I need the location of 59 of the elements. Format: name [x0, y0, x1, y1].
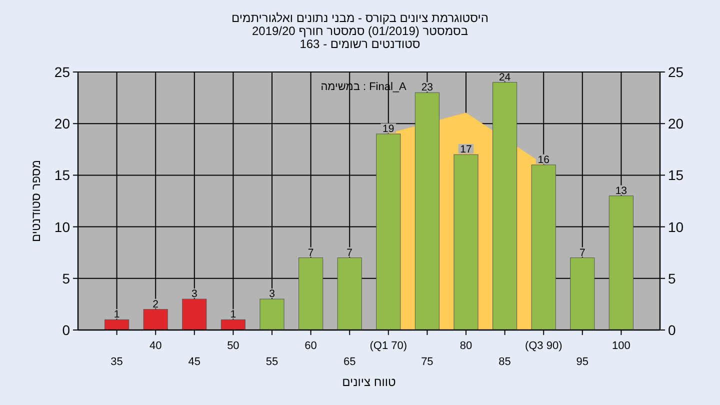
data-label: 24: [498, 71, 511, 84]
y-axis-title: מספר סטודנטים: [29, 160, 43, 242]
x-axis-title: טווח ציונים: [342, 375, 396, 389]
x-tick-label: (Q3 90): [524, 340, 562, 352]
text: סטודנטים רשומים - 163: [300, 37, 420, 51]
bar: [492, 82, 518, 330]
data-label: 23: [421, 82, 434, 94]
x-tick-label: 75: [421, 356, 434, 368]
data-label: 3: [269, 288, 276, 300]
bar: [454, 154, 478, 330]
data-label: 7: [346, 246, 353, 259]
data-label: 3: [191, 288, 198, 300]
data-label: 2: [152, 298, 159, 310]
x-tick-label: 85: [498, 356, 511, 368]
data-label: 1: [114, 308, 120, 321]
x-tick-label: 100: [612, 340, 630, 352]
x-tick-label: 60: [304, 340, 317, 352]
y2-tick-label: 5: [668, 270, 676, 286]
x-tick-label: 65: [343, 356, 356, 368]
bar: [143, 309, 168, 330]
y2-tick-label: 0: [668, 322, 676, 338]
chart-subtitle: בסמסטר (01/2019) סמסטר חורף 2019/20: [252, 24, 468, 38]
y-tick-label: 5: [62, 270, 70, 286]
x-tick-label: 50: [227, 340, 240, 352]
y-tick-label: 15: [54, 167, 70, 184]
bar: [570, 258, 595, 330]
x-tick-label: 40: [149, 340, 162, 352]
bar: [104, 319, 130, 330]
data-label: 13: [615, 184, 628, 197]
y2-tick-label: 15: [668, 167, 684, 184]
x-tick-label: 35: [110, 356, 123, 368]
x-tick-label: (Q1 70): [370, 340, 408, 352]
y2-tick-label: 25: [668, 64, 684, 80]
y2-tick-label: 10: [668, 218, 684, 235]
bar: [220, 319, 246, 330]
y-tick-label: 0: [62, 322, 70, 338]
x-tick-label: 55: [266, 356, 278, 368]
bar: [337, 258, 362, 330]
y-tick-label: 10: [54, 218, 70, 235]
x-tick-label: 80: [460, 340, 472, 352]
bar: [182, 298, 207, 330]
bar: [414, 92, 440, 330]
data-label: 7: [308, 246, 314, 259]
data-label: 1: [230, 308, 236, 321]
bar: [376, 134, 401, 330]
y-tick-label: 25: [54, 64, 70, 80]
bar: [298, 258, 324, 330]
x-tick-label: 95: [576, 356, 589, 368]
data-label: 19: [382, 122, 394, 135]
data-label: 7: [579, 246, 586, 259]
chart-title: היסטוגרמת ציונים בקורס - מבני נתונים ואלגוריתמים: [231, 11, 489, 25]
bar: [531, 164, 556, 330]
y-tick-label: 20: [54, 116, 70, 132]
x-tick-label: 45: [188, 356, 201, 368]
bar: [608, 196, 634, 330]
y2-tick-label: 20: [668, 116, 684, 132]
data-label: 17: [460, 144, 472, 156]
bar: [260, 298, 284, 330]
data-label: 16: [538, 154, 550, 166]
